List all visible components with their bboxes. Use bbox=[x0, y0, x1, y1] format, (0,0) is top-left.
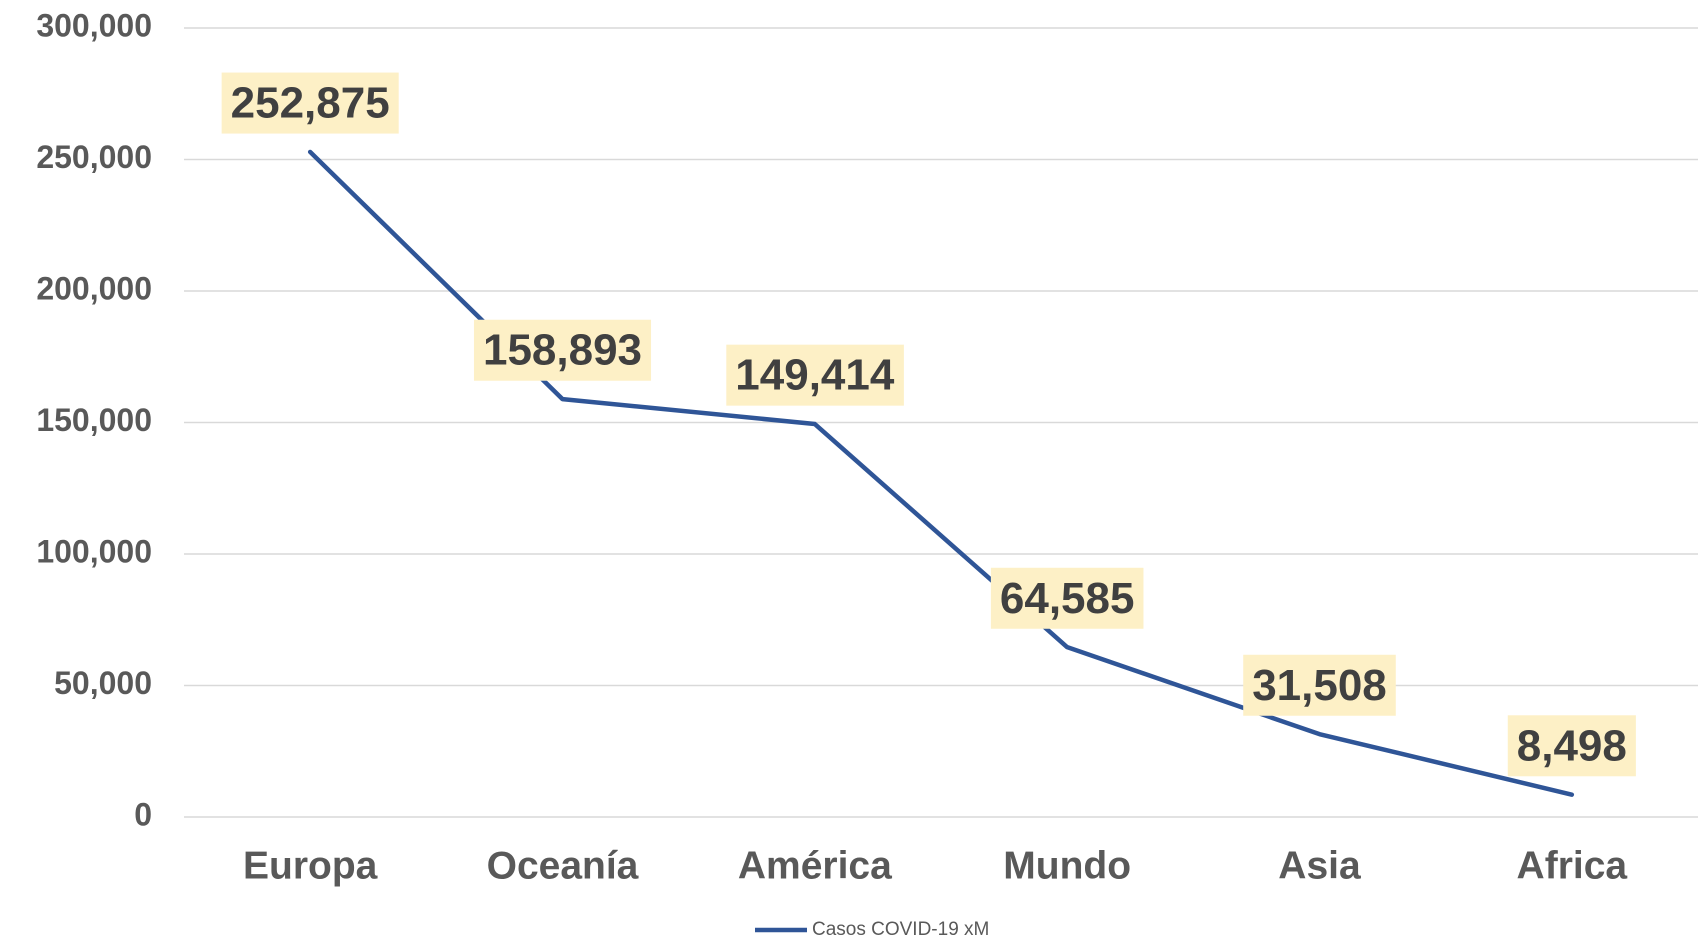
data-label-group: 64,585 bbox=[990, 567, 1144, 629]
data-label-background bbox=[1243, 654, 1396, 716]
data-label-group: 8,498 bbox=[1507, 715, 1636, 777]
y-tick-label: 100,000 bbox=[36, 533, 152, 569]
data-label: 252,875 bbox=[231, 79, 390, 128]
y-tick-label: 0 bbox=[134, 796, 152, 832]
data-label-background bbox=[1507, 715, 1636, 777]
data-label-background bbox=[990, 567, 1144, 629]
data-label: 8,498 bbox=[1517, 721, 1627, 770]
x-tick-label: Oceanía bbox=[487, 844, 639, 887]
legend-label: Casos COVID-19 xM bbox=[812, 919, 989, 940]
data-label-background bbox=[473, 319, 652, 381]
x-tick-label: Africa bbox=[1517, 844, 1628, 887]
data-label: 64,585 bbox=[1000, 574, 1135, 623]
data-label-group: 158,893 bbox=[473, 319, 652, 381]
data-label-background bbox=[726, 344, 904, 406]
x-tick-label: América bbox=[738, 844, 892, 887]
y-tick-label: 50,000 bbox=[54, 665, 152, 701]
x-tick-label: Mundo bbox=[1003, 844, 1131, 887]
grid bbox=[184, 27, 1698, 818]
data-label-group: 31,508 bbox=[1243, 654, 1396, 716]
y-tick-label: 300,000 bbox=[36, 7, 152, 43]
data-label-group: 252,875 bbox=[221, 72, 399, 134]
data-label: 149,414 bbox=[735, 351, 895, 400]
y-tick-label: 200,000 bbox=[36, 270, 152, 306]
x-tick-label: Europa bbox=[243, 844, 378, 887]
x-tick-label: Asia bbox=[1278, 844, 1361, 887]
data-label-group: 149,414 bbox=[726, 344, 904, 406]
y-tick-label: 250,000 bbox=[36, 139, 152, 175]
data-label-background bbox=[221, 72, 399, 134]
y-tick-label: 150,000 bbox=[36, 402, 152, 438]
data-label: 158,893 bbox=[483, 326, 642, 375]
data-label: 31,508 bbox=[1252, 661, 1387, 710]
